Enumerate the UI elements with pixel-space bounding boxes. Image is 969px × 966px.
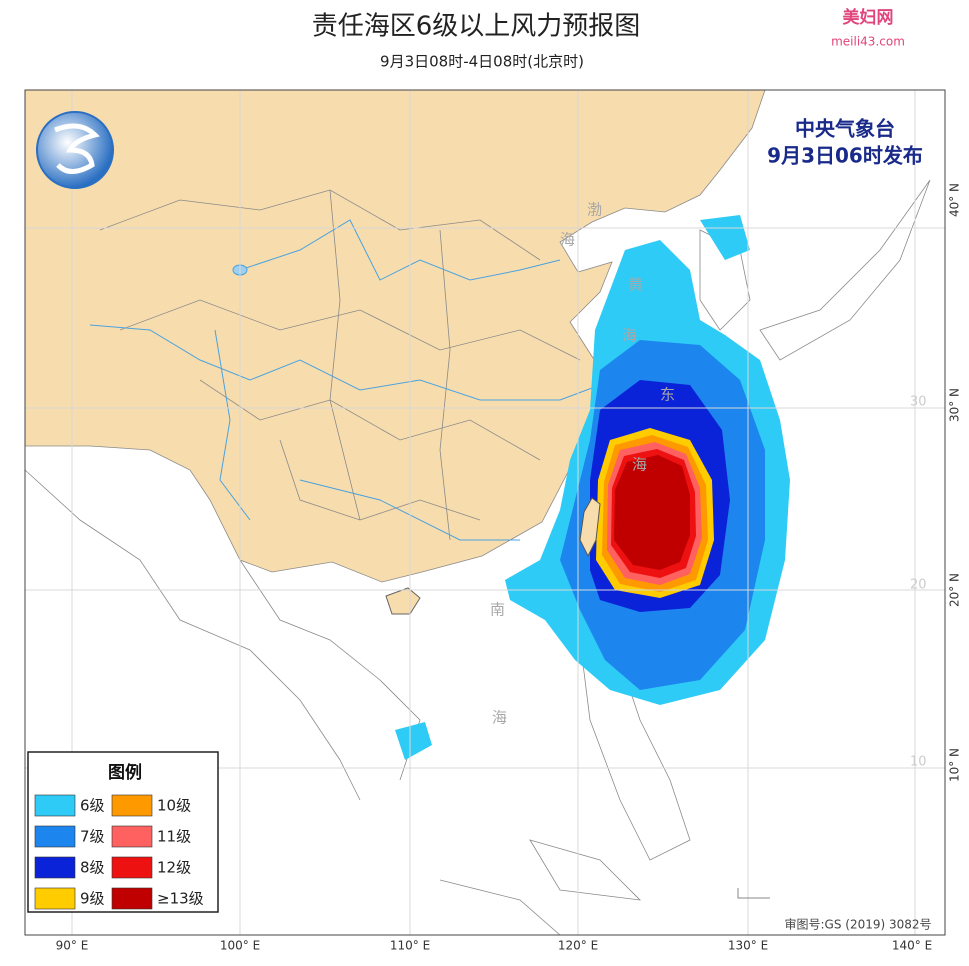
wind-zones — [395, 215, 790, 760]
legend-label: 11级 — [157, 828, 191, 846]
issuer-time: 9月3日06时发布 — [767, 144, 923, 168]
sea-label: 海 — [492, 709, 507, 727]
longitude-label: 90° E — [56, 939, 89, 953]
legend-swatch — [34, 825, 76, 848]
legend-label: 10级 — [157, 797, 191, 815]
legend-swatch — [111, 887, 153, 910]
longitude-label: 100° E — [220, 939, 260, 953]
legend-swatch — [34, 856, 76, 879]
longitude-label: 110° E — [390, 939, 430, 953]
longitude-label: 120° E — [558, 939, 598, 953]
sea-label: 东 — [660, 386, 675, 404]
legend-title: 图例 — [108, 762, 142, 783]
hainan — [385, 587, 421, 615]
legend-label: 12级 — [157, 859, 191, 877]
sea-label: 渤 — [587, 201, 602, 219]
rivers — [89, 219, 601, 541]
latitude-label: 40° N — [948, 183, 962, 217]
logo — [36, 111, 114, 189]
approval-number: 审图号:GS (2019) 3082号 — [784, 917, 931, 932]
legend-swatch — [111, 794, 153, 817]
latitude-label: 10° N — [948, 748, 962, 782]
longitude-label: 140° E — [892, 939, 932, 953]
province-borders — [25, 179, 931, 935]
title: 责任海区6级以上风力预报图 — [312, 12, 641, 42]
legend-swatch — [111, 825, 153, 848]
longitude-labels: 90° E 100° E 110° E 120° E 130° E 140° E — [56, 939, 932, 953]
sea-label: 海 — [560, 231, 575, 249]
legend-label: ≥13级 — [157, 890, 204, 908]
latitude-label: 20° N — [948, 573, 962, 607]
legend: 图例 6级 7级 8级 9级 10级 11级 12级 ≥13级 — [27, 751, 219, 913]
latitude-label: 30° N — [948, 388, 962, 422]
sea-label: 南 — [490, 601, 505, 619]
legend-label: 7级 — [80, 828, 105, 846]
legend-swatch — [111, 856, 153, 879]
watermark-url: meili43.com — [831, 35, 905, 49]
grid-label: 10 — [910, 755, 927, 770]
legend-swatch — [34, 794, 76, 817]
legend-label: 8级 — [80, 859, 105, 877]
sea-label: 海 — [632, 456, 647, 474]
subtitle: 9月3日08时-4日08时(北京时) — [380, 53, 584, 71]
issuer-agency: 中央气象台 — [795, 117, 895, 141]
watermark-name: 美妇网 — [843, 7, 894, 28]
legend-label: 6级 — [80, 797, 105, 815]
legend-label: 9级 — [80, 890, 105, 908]
sea-label: 海 — [622, 327, 637, 345]
legend-swatch — [34, 887, 76, 910]
longitude-label: 130° E — [728, 939, 768, 953]
map-frame — [24, 89, 946, 936]
latitude-labels: 40° N 30° N 20° N 10° N — [948, 183, 962, 782]
grid-label: 20 — [910, 578, 927, 593]
wind-zone — [614, 455, 690, 570]
grid-label: 30 — [910, 395, 927, 410]
taiwan-outline — [579, 497, 601, 558]
sea-label: 黄 — [628, 276, 643, 294]
